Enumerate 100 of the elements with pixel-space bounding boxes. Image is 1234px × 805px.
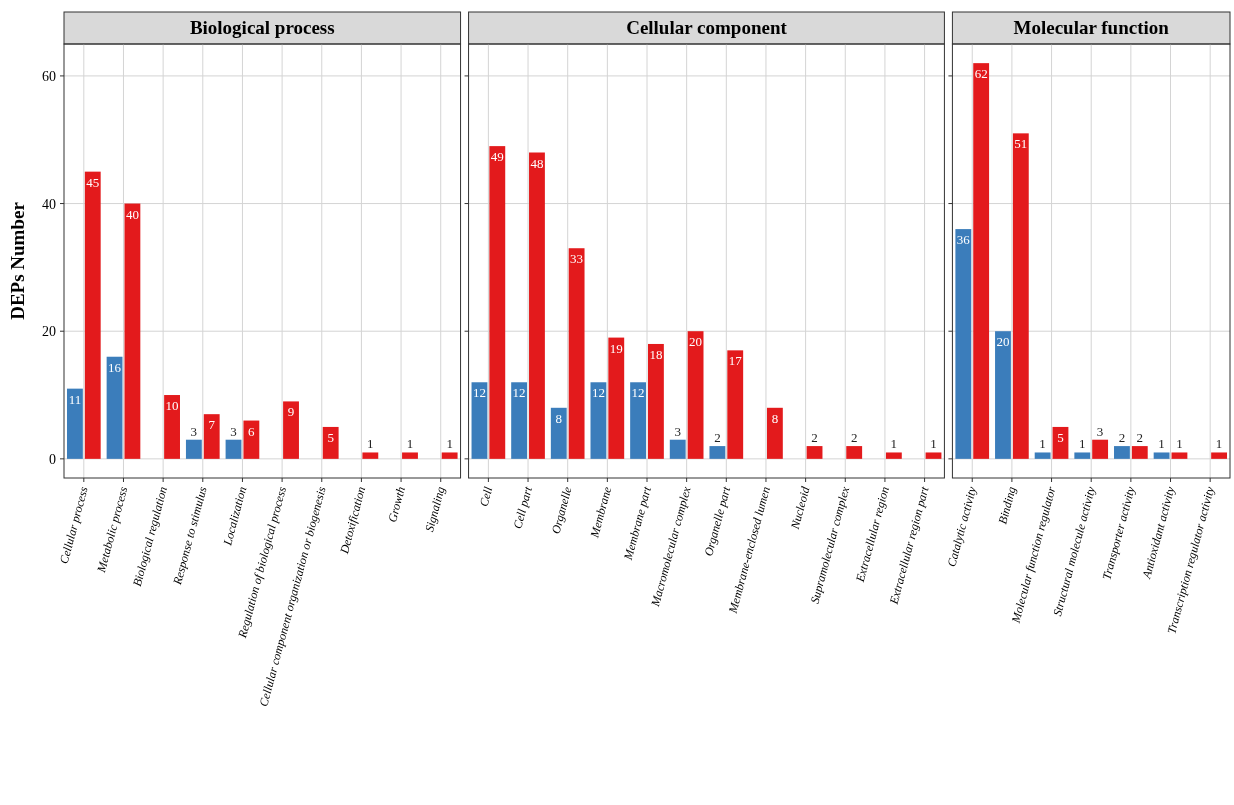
x-tick-label: Response to stimulus: [169, 484, 210, 587]
x-tick-label: Binding: [995, 485, 1019, 526]
data-label: 1: [1176, 436, 1183, 452]
bar: [441, 452, 458, 459]
bar: [648, 343, 664, 459]
x-tick-label: Nucleoid: [787, 484, 813, 532]
bar: [164, 395, 180, 459]
bar: [106, 356, 123, 459]
bar: [1131, 446, 1148, 459]
data-label: 16: [108, 359, 122, 375]
x-tick-label: Catalytic activity: [944, 484, 980, 569]
bar: [973, 63, 990, 459]
y-tick-label: 60: [42, 68, 56, 84]
bar: [1092, 439, 1109, 459]
y-tick-label: 20: [42, 324, 56, 340]
data-label: 2: [811, 430, 818, 446]
data-label: 11: [68, 391, 82, 407]
data-label: 19: [609, 340, 623, 356]
data-label: 40: [125, 206, 139, 222]
data-label: 7: [208, 417, 216, 433]
bar: [362, 452, 379, 459]
bar: [1114, 446, 1130, 459]
bar: [568, 248, 585, 459]
data-label: 20: [996, 334, 1010, 350]
data-label: 2: [850, 430, 858, 446]
data-label: 5: [1057, 429, 1064, 445]
data-label: 2: [714, 430, 721, 446]
bar: [243, 420, 260, 459]
data-label: 5: [327, 429, 334, 445]
x-tick-label: Organelle: [548, 484, 575, 536]
data-label: 10: [165, 398, 179, 414]
data-label: 8: [555, 410, 563, 426]
data-label: 17: [728, 353, 743, 369]
x-tick-label: Membrane: [587, 484, 615, 540]
chart-title: Biological process: [189, 17, 335, 38]
data-label: 1: [406, 436, 414, 452]
bar: [669, 439, 686, 459]
bar: [1034, 452, 1051, 459]
data-label: 18: [649, 346, 663, 362]
bar: [1211, 452, 1228, 459]
x-tick-label: Growth: [385, 485, 408, 524]
bar: [1052, 426, 1069, 459]
y-tick-label: 0: [49, 451, 56, 467]
y-tick-label: 40: [42, 196, 56, 212]
data-label: 33: [570, 251, 584, 267]
data-label: 49: [490, 149, 504, 165]
bar: [225, 439, 242, 459]
data-label: 3: [1096, 423, 1104, 439]
bar: [885, 452, 902, 459]
bar: [550, 407, 567, 459]
bar: [1171, 452, 1188, 459]
bar: [995, 331, 1011, 459]
data-label: 12: [591, 385, 605, 401]
data-label: 51: [1014, 136, 1028, 152]
bar: [630, 382, 646, 459]
data-label: 12: [631, 385, 645, 401]
bar: [590, 382, 607, 459]
bar: [687, 331, 704, 459]
x-tick-label: Organelle part: [701, 484, 734, 558]
bar: [66, 388, 83, 459]
bar: [124, 203, 141, 459]
data-label: 8: [771, 410, 779, 426]
bar: [925, 452, 942, 459]
data-label: 1: [890, 436, 898, 452]
x-tick-label: Cellular process: [56, 484, 91, 566]
data-label: 62: [974, 66, 988, 82]
data-label: 6: [248, 423, 256, 439]
bar: [846, 446, 863, 459]
bar: [402, 452, 418, 459]
data-label: 1: [1158, 436, 1165, 452]
data-label: 12: [512, 385, 526, 401]
data-label: 36: [956, 232, 971, 248]
data-label: 45: [86, 174, 100, 190]
bar: [529, 152, 545, 459]
bar: [322, 426, 339, 459]
data-label: 3: [190, 423, 198, 439]
bar: [709, 446, 726, 459]
bar: [511, 382, 528, 459]
bar: [1012, 133, 1029, 459]
data-label: 3: [674, 423, 681, 439]
data-label: 20: [689, 334, 703, 350]
data-label: 1: [930, 436, 937, 452]
bar: [84, 171, 101, 459]
bar: [489, 146, 506, 459]
bar: [203, 414, 220, 459]
data-label: 1: [1079, 436, 1086, 452]
bar: [608, 337, 625, 459]
bar: [727, 350, 744, 459]
data-label: 1: [1215, 436, 1223, 452]
data-label: 9: [287, 404, 295, 420]
x-tick-label: Cell part: [510, 484, 536, 531]
bar: [471, 382, 488, 459]
bar: [955, 229, 972, 459]
chart-title: Molecular function: [1013, 17, 1170, 38]
bar: [766, 407, 783, 459]
bar: [1153, 452, 1170, 459]
x-tick-label: Metabolic process: [93, 484, 131, 575]
bar: [806, 446, 823, 459]
data-label: 12: [472, 385, 486, 401]
data-label: 1: [1039, 436, 1046, 452]
